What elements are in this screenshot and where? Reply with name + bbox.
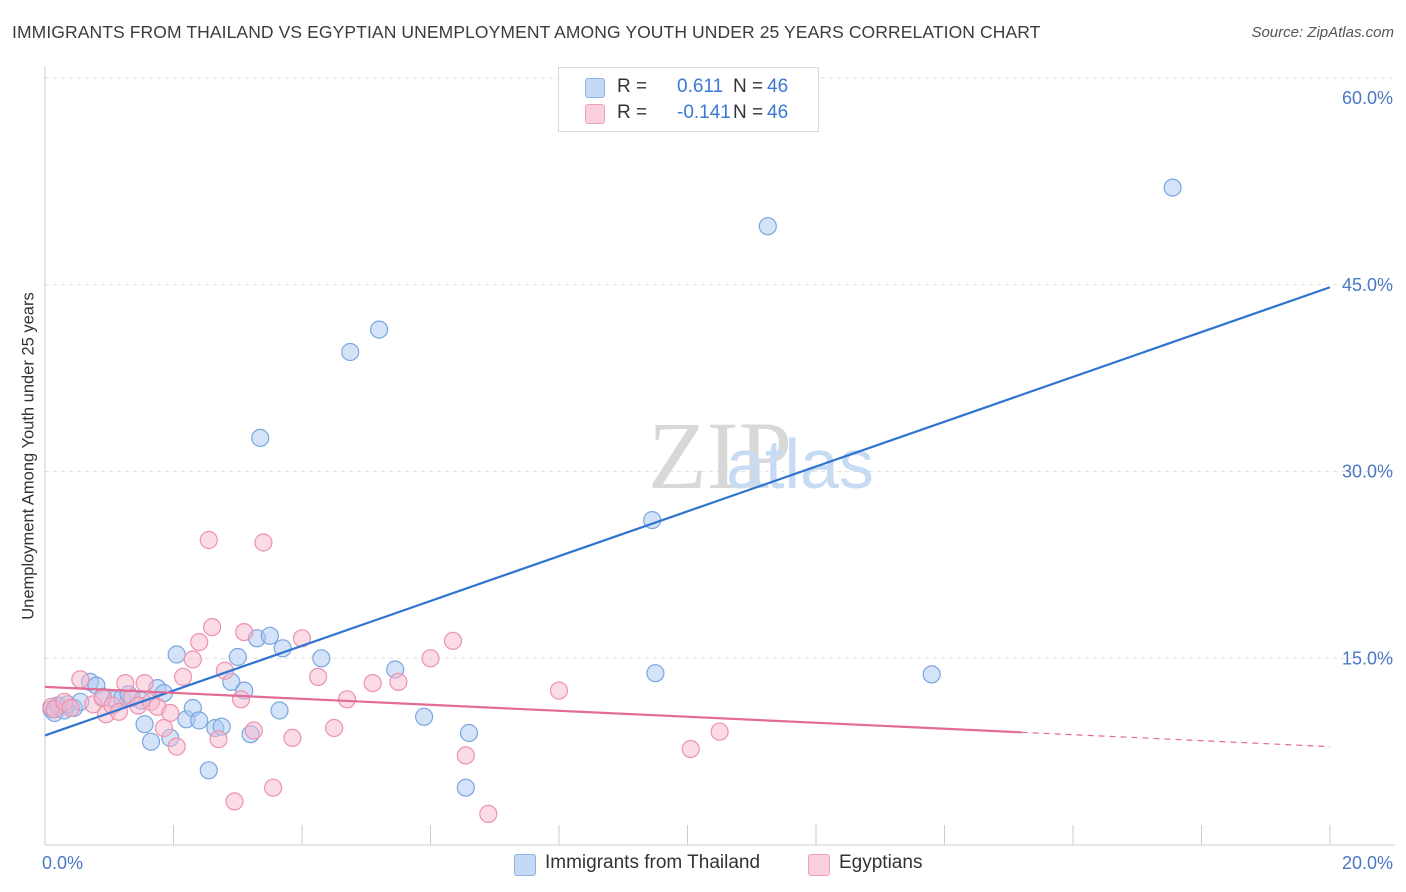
point-thailand: [251, 428, 270, 447]
point-egyptians: [203, 617, 222, 637]
point-egyptians: [244, 721, 263, 740]
point-egyptians: [254, 533, 273, 552]
point-thailand: [370, 320, 389, 339]
point-thailand: [270, 701, 289, 720]
trend-lines: [44, 286, 1331, 748]
point-egyptians: [337, 690, 357, 709]
correlation-legend: R = 0.611 N = 46 R = -0.141 N = 46: [558, 67, 819, 132]
point-egyptians: [161, 703, 180, 723]
point-egyptians: [225, 792, 244, 811]
point-thailand: [456, 778, 475, 797]
point-egyptians: [174, 667, 193, 687]
source-credit: Source: ZipAtlas.com: [1251, 24, 1394, 41]
point-thailand: [1163, 178, 1182, 197]
point-egyptians: [479, 804, 498, 824]
point-egyptians: [264, 778, 283, 797]
legend-n-label: N =: [733, 102, 764, 123]
watermark-zip: ZIP: [648, 402, 792, 509]
point-thailand: [415, 707, 434, 726]
point-egyptians: [199, 530, 218, 550]
series-label-egyptians: Egyptians: [839, 852, 923, 873]
point-egyptians: [283, 728, 302, 748]
point-egyptians: [135, 673, 154, 693]
trend-line-thailand: [44, 286, 1331, 737]
series-label-thailand: Immigrants from Thailand: [545, 852, 761, 873]
trend-line-egyptians: [44, 685, 1022, 734]
point-egyptians: [325, 718, 344, 738]
legend-r-label: R =: [617, 102, 648, 123]
point-egyptians: [443, 631, 463, 650]
point-thailand: [758, 217, 777, 236]
point-egyptians: [190, 632, 209, 652]
point-egyptians: [61, 698, 80, 718]
legend-n-value: 46: [767, 76, 789, 97]
legend-r-label: R =: [617, 76, 648, 97]
point-thailand: [135, 715, 154, 734]
series-swatch-egyptians: [808, 854, 830, 876]
legend-r-value: 0.611: [677, 76, 724, 97]
point-egyptians: [549, 681, 569, 700]
point-egyptians: [235, 622, 254, 642]
point-egyptians: [389, 672, 408, 692]
trend-line-egyptians-extension: [1021, 731, 1331, 748]
point-egyptians: [421, 649, 440, 668]
point-thailand: [646, 664, 665, 683]
point-egyptians: [71, 670, 90, 689]
legend-n-value: 46: [767, 102, 789, 123]
point-thailand: [228, 647, 247, 667]
x-tick-label: 20.0%: [1342, 853, 1393, 873]
point-egyptians: [309, 667, 328, 687]
point-thailand: [273, 639, 292, 658]
point-thailand: [341, 342, 360, 362]
chart-title: IMMIGRANTS FROM THAILAND VS EGYPTIAN UNE…: [12, 22, 1041, 42]
point-egyptians: [167, 737, 186, 756]
point-thailand: [167, 645, 186, 664]
data-points: [42, 178, 1182, 824]
grid-lines: [45, 77, 1395, 659]
point-egyptians: [681, 739, 700, 759]
point-thailand: [141, 732, 161, 751]
point-thailand: [199, 761, 218, 780]
point-egyptians: [154, 718, 173, 738]
point-thailand: [260, 626, 279, 645]
y-tick-label: 45.0%: [1342, 275, 1393, 295]
point-egyptians: [209, 730, 228, 749]
y-tick-label: 15.0%: [1342, 648, 1393, 668]
x-tick-label: 0.0%: [42, 853, 83, 873]
point-thailand: [459, 723, 479, 743]
point-egyptians: [710, 722, 729, 741]
tick-labels: 15.0% 30.0% 45.0% 60.0% 0.0% 20.0%: [42, 88, 1393, 873]
legend-swatch-egyptians: [585, 104, 605, 124]
point-egyptians: [231, 690, 251, 709]
point-egyptians: [183, 650, 202, 669]
legend-n-label: N =: [733, 76, 764, 97]
point-thailand: [190, 711, 209, 730]
point-thailand: [922, 665, 941, 684]
y-tick-label: 30.0%: [1342, 462, 1393, 482]
y-tick-label: 60.0%: [1342, 88, 1393, 108]
point-thailand: [312, 649, 331, 668]
legend-r-value: -0.141: [677, 102, 731, 123]
series-swatch-thailand: [514, 854, 536, 876]
legend-swatch-thailand: [585, 78, 605, 98]
point-egyptians: [456, 746, 475, 765]
point-egyptians: [363, 673, 382, 693]
